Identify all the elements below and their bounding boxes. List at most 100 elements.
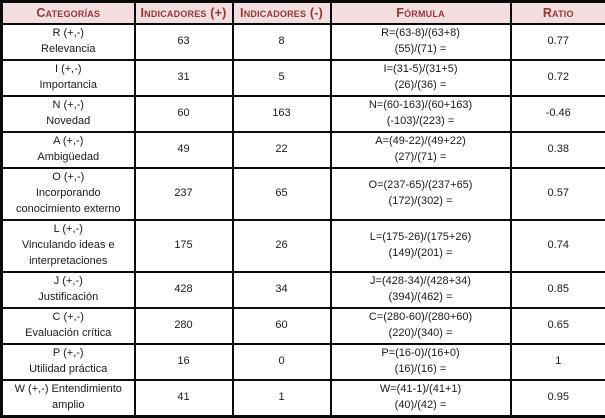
table-row-entendimiento-amplio: W (+,-) Entendimiento amplio 41 1 W=(41-…: [0, 378, 605, 418]
ratio-cell: 1: [509, 342, 605, 381]
formula-line: P=(16-0)/(16+0): [381, 347, 460, 360]
formula-line: (26)/(36) =: [394, 79, 447, 92]
indicator-neg-cell: 65: [231, 167, 332, 222]
category-cell: L (+,-) Vinculando ideas e interpretacio…: [0, 219, 136, 273]
category-code: I (+,-): [54, 63, 82, 76]
indicator-neg-cell: 22: [231, 131, 332, 170]
indicator-pos-cell: 280: [133, 306, 234, 345]
formula-line: (55)/(71) =: [394, 43, 447, 56]
formula-cell: W=(41-1)/(41+1) (40)/(42) =: [329, 378, 512, 418]
ratio-cell: 0.77: [509, 23, 605, 62]
category-code: O (+,-): [52, 171, 85, 184]
category-code: P (+,-): [52, 347, 84, 360]
category-label: Evaluación crítica: [25, 326, 112, 339]
formula-line: A=(49-22)/(49+22): [375, 135, 466, 148]
column-header-indicadores-neg: Indicadores (-): [231, 0, 332, 26]
column-header-categorias: Categorías: [0, 0, 136, 26]
formula-cell: O=(237-65)/(237+65) (172)/(302) =: [329, 167, 512, 222]
table-row-ambiguedad: A (+,-) Ambigüedad 49 22 A=(49-22)/(49+2…: [0, 131, 605, 170]
formula-line: R=(63-8)/(63+8): [381, 27, 460, 40]
indicator-neg-cell: 8: [231, 23, 332, 62]
table-row-utilidad-practica: P (+,-) Utilidad práctica 16 0 P=(16-0)/…: [0, 342, 605, 381]
indicator-pos-cell: 16: [133, 342, 234, 381]
formula-cell: L=(175-26)/(175+26) (149)/(201) =: [329, 219, 512, 273]
indicator-pos-cell: 63: [133, 23, 234, 62]
category-code: C (+,-): [52, 311, 84, 324]
formula-line: (149)/(201) =: [388, 247, 453, 260]
column-header-indicadores-pos: Indicadores (+): [133, 0, 234, 26]
indicator-pos-cell: 428: [133, 271, 234, 309]
table-row-justificacion: J (+,-) Justificación 428 34 J=(428-34)/…: [0, 271, 605, 309]
indicator-neg-cell: 1: [231, 378, 332, 418]
formula-cell: N=(60-163)/(60+163) (-103)/(223) =: [329, 95, 512, 134]
category-label: conocimiento externo: [15, 203, 121, 216]
category-cell: W (+,-) Entendimiento amplio: [0, 378, 136, 418]
formula-cell: C=(280-60)/(280+60) (220)/(340) =: [329, 306, 512, 345]
formula-line: L=(175-26)/(175+26): [369, 231, 472, 244]
formula-cell: I=(31-5)/(31+5) (26)/(36) =: [329, 59, 512, 98]
indicator-neg-cell: 26: [231, 219, 332, 273]
ratio-cell: -0.46: [509, 95, 605, 134]
category-cell: N (+,-) Novedad: [0, 95, 136, 134]
table-row-vinculando-ideas: L (+,-) Vinculando ideas e interpretacio…: [0, 219, 605, 273]
category-code: W (+,-) Entendimiento: [14, 383, 122, 396]
formula-line: (-103)/(223) =: [386, 115, 455, 128]
category-cell: P (+,-) Utilidad práctica: [0, 342, 136, 381]
formula-line: (40)/(42) =: [394, 398, 447, 411]
indicator-neg-cell: 34: [231, 271, 332, 309]
category-cell: A (+,-) Ambigüedad: [0, 131, 136, 170]
indicator-neg-cell: 5: [231, 59, 332, 98]
formula-line: O=(237-65)/(237+65): [368, 179, 473, 192]
ratio-cell: 0.95: [509, 378, 605, 418]
indicator-pos-cell: 237: [133, 167, 234, 222]
formula-cell: R=(63-8)/(63+8) (55)/(71) =: [329, 23, 512, 62]
formula-line: I=(31-5)/(31+5): [383, 63, 458, 76]
header-row: Categorías Indicadores (+) Indicadores (…: [0, 0, 605, 26]
category-code: R (+,-): [52, 27, 84, 40]
category-cell: C (+,-) Evaluación crítica: [0, 306, 136, 345]
category-cell: O (+,-) Incorporando conocimiento extern…: [0, 167, 136, 222]
category-code: A (+,-): [53, 135, 84, 148]
formula-cell: J=(428-34)/(428+34) (394)/(462) =: [329, 271, 512, 309]
indicator-pos-cell: 41: [133, 378, 234, 418]
category-code: N (+,-): [52, 99, 84, 112]
formula-line: (172)/(302) =: [388, 195, 453, 208]
indicator-pos-cell: 60: [133, 95, 234, 134]
formula-cell: A=(49-22)/(49+22) (27)/(71) =: [329, 131, 512, 170]
table-row-importancia: I (+,-) Importancia 31 5 I=(31-5)/(31+5)…: [0, 59, 605, 98]
formula-line: (27)/(71) =: [394, 151, 447, 164]
category-label: Utilidad práctica: [29, 362, 108, 375]
category-cell: R (+,-) Relevancia: [0, 23, 136, 62]
formula-line: C=(280-60)/(280+60): [368, 311, 473, 324]
category-code: L (+,-): [53, 223, 83, 236]
table-row-evaluacion-critica: C (+,-) Evaluación crítica 280 60 C=(280…: [0, 306, 605, 345]
category-label: Vinculando ideas e: [21, 239, 115, 252]
table-row-incorporando-conocimiento: O (+,-) Incorporando conocimiento extern…: [0, 167, 605, 222]
category-label: Novedad: [46, 115, 91, 128]
category-label: Incorporando: [35, 187, 101, 200]
indicator-neg-cell: 163: [231, 95, 332, 134]
formula-line: W=(41-1)/(41+1): [379, 383, 462, 396]
formula-line: J=(428-34)/(428+34): [370, 275, 471, 288]
indicator-pos-cell: 175: [133, 219, 234, 273]
indicator-pos-cell: 31: [133, 59, 234, 98]
ratio-cell: 0.74: [509, 219, 605, 273]
table-row-novedad: N (+,-) Novedad 60 163 N=(60-163)/(60+16…: [0, 95, 605, 134]
column-header-formula: Fórmula: [329, 0, 512, 26]
formula-line: (394)/(462) =: [388, 290, 453, 303]
formula-cell: P=(16-0)/(16+0) (16)/(16) =: [329, 342, 512, 381]
ratio-cell: 0.85: [509, 271, 605, 309]
ratio-cell: 0.38: [509, 131, 605, 170]
ratio-cell: 0.57: [509, 167, 605, 222]
indicator-pos-cell: 49: [133, 131, 234, 170]
category-label: Justificación: [38, 290, 99, 303]
indicator-neg-cell: 0: [231, 342, 332, 381]
category-label: Relevancia: [41, 43, 96, 56]
category-code: J (+,-): [53, 275, 83, 288]
category-label: Ambigüedad: [37, 151, 100, 164]
category-label: Importancia: [39, 79, 97, 92]
formula-line: N=(60-163)/(60+163): [368, 99, 473, 112]
indicator-neg-cell: 60: [231, 306, 332, 345]
formula-line: (16)/(16) =: [394, 362, 447, 375]
